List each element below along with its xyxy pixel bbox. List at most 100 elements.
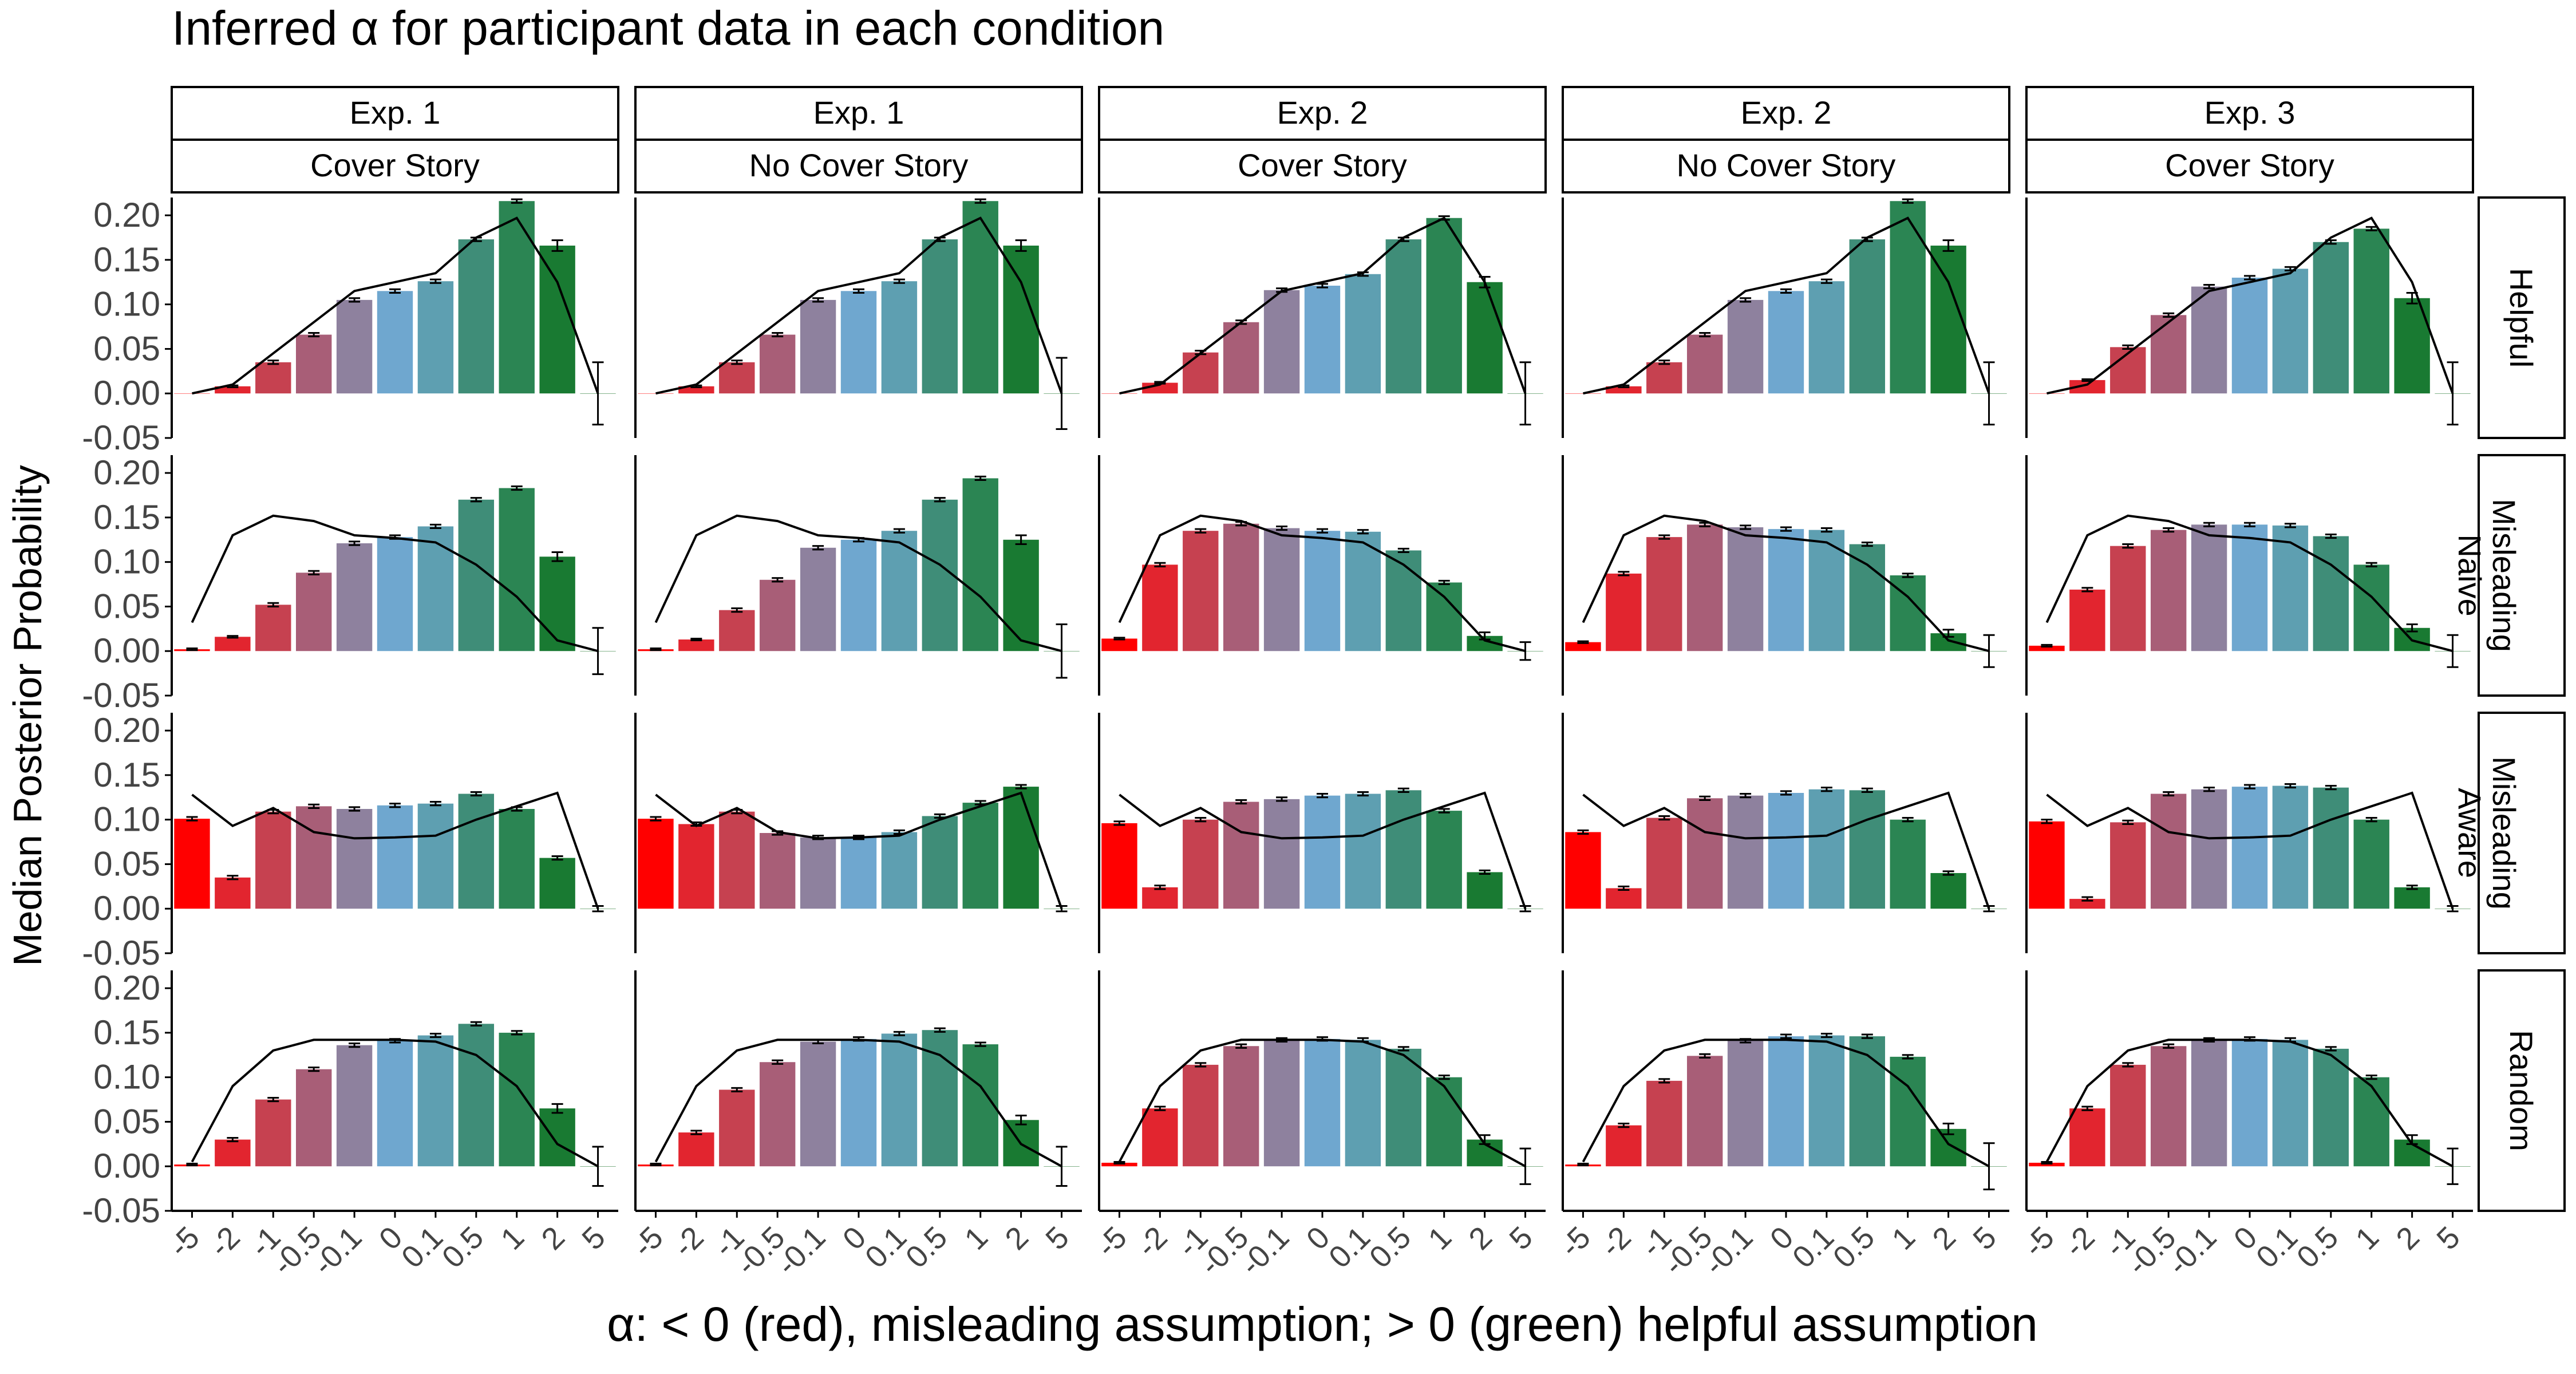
x-tick-label: -2 <box>1130 1220 1174 1264</box>
bar <box>1808 789 1845 909</box>
bar <box>2231 524 2268 652</box>
bar <box>800 299 836 394</box>
panel <box>1098 455 1543 696</box>
bar <box>1304 286 1341 394</box>
y-tick-label: 0.00 <box>93 889 160 927</box>
bar <box>1345 531 1381 652</box>
panel <box>634 713 1080 953</box>
panel <box>171 198 616 438</box>
bar <box>2231 787 2268 909</box>
bar <box>2150 530 2187 652</box>
bar <box>2029 1163 2065 1167</box>
column-strip: Exp. 3 Cover Story <box>2025 86 2474 194</box>
panel <box>2025 455 2471 696</box>
model-prediction-line <box>1118 514 1526 653</box>
bar <box>2150 793 2187 909</box>
bar <box>1768 529 1804 652</box>
bar <box>719 362 755 394</box>
model-prediction-line <box>2045 1039 2453 1167</box>
bar <box>215 637 251 652</box>
x-tick-label: 1 <box>495 1220 531 1257</box>
x-tick-label: 1 <box>958 1220 995 1257</box>
bar <box>295 806 332 909</box>
bar <box>539 1108 575 1167</box>
bar <box>800 837 836 909</box>
y-tick-label: 0.15 <box>93 1013 160 1052</box>
bar <box>1930 246 1966 394</box>
model-prediction-line <box>191 1039 599 1167</box>
bar <box>759 334 796 394</box>
bar <box>678 824 714 909</box>
bar <box>881 281 918 394</box>
bar <box>2110 546 2146 652</box>
bar <box>1003 787 1039 909</box>
bar <box>2150 1046 2187 1167</box>
x-tick-label: 1 <box>2349 1220 2386 1257</box>
bar <box>1646 818 1682 909</box>
bar <box>2272 525 2309 652</box>
y-tick-label: 0.10 <box>93 800 160 839</box>
column-strip-experiment: Exp. 2 <box>1277 94 1368 131</box>
bar <box>922 816 958 909</box>
panel <box>634 970 1082 1212</box>
bar <box>336 299 373 394</box>
model-prediction-line <box>1582 514 1990 653</box>
bar <box>2313 1048 2349 1167</box>
bar <box>2313 536 2349 652</box>
bar <box>962 1044 998 1167</box>
x-tick-label: 2 <box>2389 1220 2426 1257</box>
x-tick-label: 0.5 <box>2290 1220 2345 1275</box>
bar <box>1849 239 1886 394</box>
bar <box>336 543 373 652</box>
bar <box>1808 281 1845 394</box>
bar <box>1467 872 1503 909</box>
strip-box <box>634 139 1083 194</box>
model-prediction-line <box>191 514 599 653</box>
bar <box>2029 393 2065 394</box>
x-axis-label: α: < 0 (red), misleading assumption; > 0… <box>607 1297 2038 1351</box>
bar <box>377 1040 413 1167</box>
x-tick-label: -2 <box>1594 1220 1637 1264</box>
panel <box>171 713 616 953</box>
bar <box>1686 1056 1723 1167</box>
bar <box>1385 239 1422 394</box>
y-tick-label: -0.05 <box>82 418 160 457</box>
model-prediction-line <box>192 216 599 395</box>
row-strip-label-line: Aware <box>2452 788 2488 878</box>
y-tick-label: -0.05 <box>82 934 160 972</box>
x-tick-label: 5 <box>1039 1220 1076 1257</box>
bar <box>1003 246 1039 394</box>
x-tick-label: 5 <box>1966 1220 2003 1257</box>
panel <box>2025 198 2471 438</box>
bar <box>1183 1064 1219 1167</box>
bar <box>1686 334 1723 394</box>
bar <box>1606 888 1642 909</box>
model-prediction-line <box>2046 791 2454 909</box>
y-tick-label: 0.10 <box>93 543 160 581</box>
panel <box>1562 198 2007 438</box>
bar <box>295 1069 332 1167</box>
bar <box>2110 347 2146 394</box>
column-strip-experiment: Exp. 1 <box>350 94 441 131</box>
bar <box>215 386 251 394</box>
y-axis-label: Median Posterior Probability <box>5 465 50 966</box>
column-strip-experiment: Exp. 2 <box>1741 94 1832 131</box>
bar <box>255 362 291 394</box>
bar <box>1426 218 1462 394</box>
bar <box>2231 278 2268 394</box>
row-strip: MisleadingAware <box>2452 712 2566 954</box>
bar <box>174 393 210 394</box>
bar <box>377 805 413 909</box>
x-tick-label: 0.5 <box>899 1220 954 1275</box>
bar <box>2069 380 2105 394</box>
bar <box>2191 1040 2227 1167</box>
x-tick-label: 2 <box>1462 1220 1499 1257</box>
panel <box>1562 970 2009 1212</box>
bar <box>255 605 291 652</box>
y-tick-label: 0.10 <box>93 1058 160 1096</box>
bar <box>922 1030 958 1167</box>
bar <box>417 1035 454 1167</box>
model-prediction-line <box>2046 216 2454 395</box>
bar <box>1142 564 1178 652</box>
